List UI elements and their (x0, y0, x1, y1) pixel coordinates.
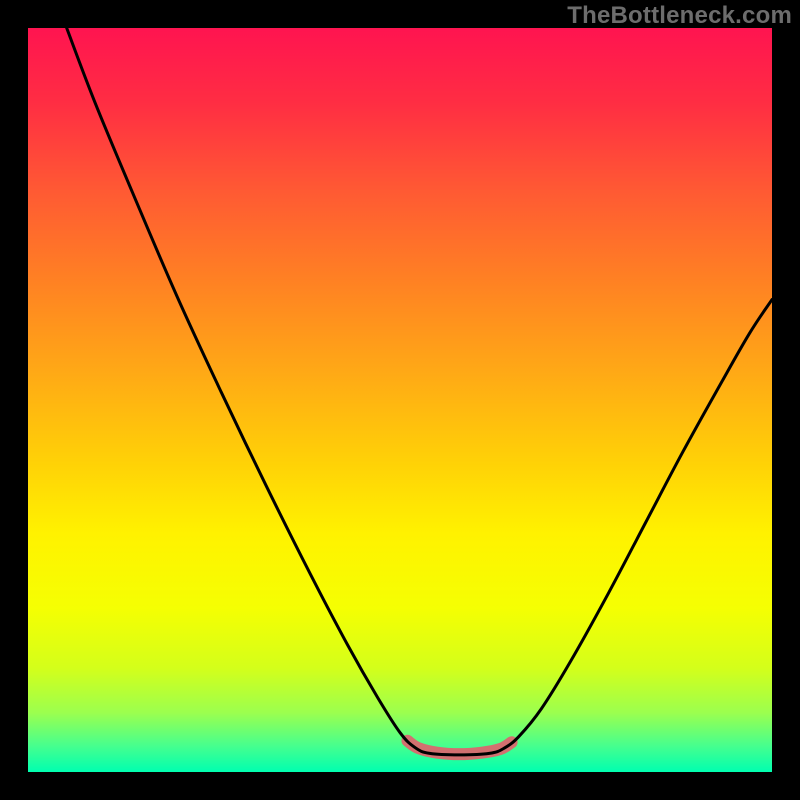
chart-frame: TheBottleneck.com (0, 0, 800, 800)
plot-area (28, 28, 772, 772)
curve-layer (28, 28, 772, 772)
bottleneck-curve (67, 28, 772, 755)
attribution-text: TheBottleneck.com (567, 2, 792, 30)
